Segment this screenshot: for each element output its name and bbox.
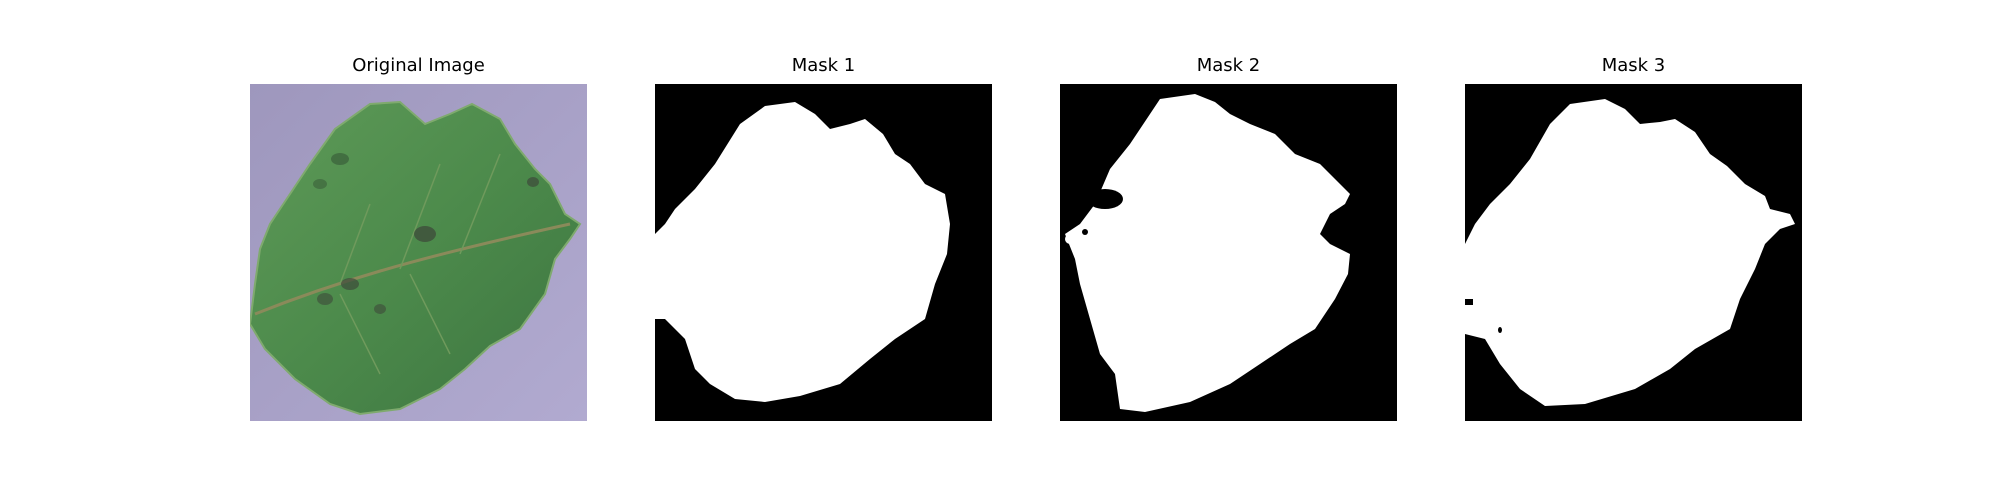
- mask-2-foreground: [1065, 94, 1350, 412]
- leaf-midrib: [254, 222, 571, 316]
- leaf-spot: [341, 278, 359, 290]
- leaf-spot: [527, 177, 539, 187]
- leaf-spot: [313, 179, 327, 189]
- mask-3-image: [1465, 84, 1802, 421]
- panel-title: Mask 2: [1196, 55, 1261, 76]
- leaf-shape: [250, 100, 582, 416]
- leaf-spot: [374, 304, 386, 314]
- leaf-spot: [414, 226, 436, 242]
- panel-title: Mask 1: [791, 55, 856, 76]
- leaf-spot: [317, 293, 333, 305]
- mask-1-foreground: [655, 102, 950, 402]
- mask-2-hole: [1087, 189, 1123, 209]
- mask-1-image: [655, 84, 992, 421]
- panel-title: Original Image: [352, 55, 485, 76]
- leaf-spot: [331, 153, 349, 165]
- mask-3-foreground: [1465, 99, 1795, 406]
- panel-title: Mask 3: [1601, 55, 1666, 76]
- mask-2-image: [1060, 84, 1397, 421]
- leaf-photo: [250, 84, 587, 421]
